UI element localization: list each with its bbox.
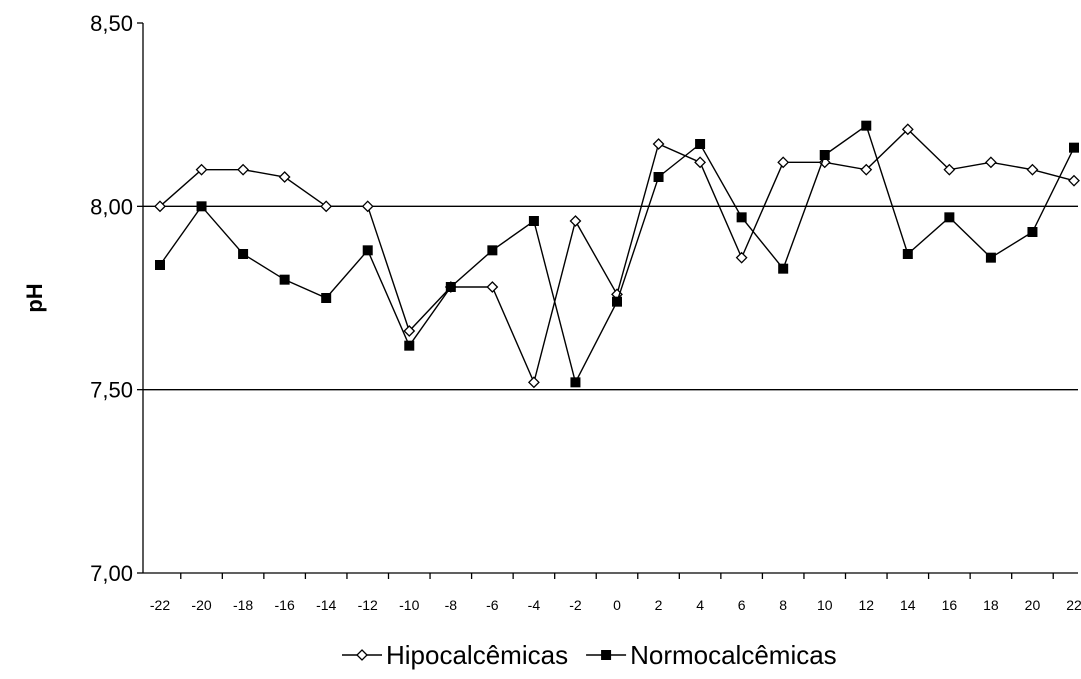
data-point xyxy=(777,156,790,169)
data-point xyxy=(736,212,747,223)
y-tick-label: 8,00 xyxy=(90,194,133,219)
legend-marker xyxy=(356,649,368,661)
data-point xyxy=(321,293,332,303)
data-point xyxy=(944,212,955,223)
data-point xyxy=(155,260,165,270)
data-point xyxy=(1068,174,1080,187)
series-1 xyxy=(155,120,1079,388)
x-tick-label: 4 xyxy=(696,597,704,613)
x-tick-label: -18 xyxy=(233,597,253,613)
data-point xyxy=(653,172,664,182)
data-point xyxy=(238,249,249,259)
y-tick-label: 7,00 xyxy=(90,561,133,586)
series-layer xyxy=(154,120,1080,389)
y-axis-title: pH xyxy=(22,283,47,312)
data-point xyxy=(195,163,208,176)
data-point xyxy=(1026,163,1039,176)
x-tick-label: 18 xyxy=(983,597,999,613)
series-line-1 xyxy=(159,124,1075,385)
data-point xyxy=(570,377,581,388)
data-point xyxy=(527,376,540,389)
data-point xyxy=(361,200,374,213)
axes xyxy=(142,23,1078,574)
x-tick-label: 8 xyxy=(779,597,787,613)
x-tick-label: -20 xyxy=(191,597,211,613)
x-tick-label: -10 xyxy=(399,597,419,613)
legend-marker xyxy=(601,650,612,660)
data-point xyxy=(528,216,539,226)
data-point xyxy=(278,171,291,183)
data-point xyxy=(652,138,665,150)
data-point xyxy=(486,281,499,293)
data-point xyxy=(943,163,956,176)
legend-label: Normocalcêmicas xyxy=(630,640,837,670)
series-line-0 xyxy=(159,128,1075,385)
data-point xyxy=(569,215,582,227)
x-tick-label: -12 xyxy=(358,597,378,613)
data-point xyxy=(860,163,873,176)
data-point xyxy=(196,201,207,212)
x-tick-label: 10 xyxy=(817,597,833,613)
y-axis-ticks: 7,00 7,50 8,00 8,50 xyxy=(90,11,143,586)
x-tick-label: -2 xyxy=(569,597,582,613)
data-point xyxy=(861,120,872,131)
x-tick-label: 12 xyxy=(858,597,874,613)
data-point xyxy=(279,274,290,285)
data-point xyxy=(403,325,416,337)
x-tick-label: -14 xyxy=(316,597,336,613)
data-point xyxy=(695,139,706,149)
x-tick-label: -8 xyxy=(445,597,458,613)
data-point xyxy=(445,282,456,292)
x-tick-label: 14 xyxy=(900,597,916,613)
x-axis-ticks: -22 -20 -18 -16 -14 -12 -10 -8 -6 -4 -2 0 2 4 6 8 10 12 14… xyxy=(150,573,1081,613)
data-point xyxy=(694,156,707,169)
x-tick-label: 22 xyxy=(1066,597,1081,613)
data-point xyxy=(154,200,166,213)
x-tick-label: -4 xyxy=(528,597,541,613)
x-tick-label: 16 xyxy=(942,597,958,613)
data-point xyxy=(320,200,333,213)
y-tick-label: 8,50 xyxy=(90,11,133,36)
x-tick-label: 20 xyxy=(1025,597,1041,613)
x-tick-label: 6 xyxy=(738,597,746,613)
data-point xyxy=(1027,227,1038,237)
data-point xyxy=(612,296,622,307)
data-point xyxy=(1069,142,1079,153)
data-point xyxy=(778,263,789,274)
legend-item-1: Normocalcêmicas xyxy=(586,640,837,670)
data-point xyxy=(985,252,996,263)
x-tick-label: -16 xyxy=(275,597,295,613)
legend-label: Hipocalcêmicas xyxy=(386,640,568,670)
gridlines xyxy=(143,205,1078,391)
x-tick-label: 2 xyxy=(655,597,663,613)
data-point xyxy=(984,156,997,169)
series-0 xyxy=(154,123,1080,389)
data-point xyxy=(901,123,914,136)
data-point xyxy=(902,249,913,259)
data-point xyxy=(404,340,415,351)
x-tick-label: -6 xyxy=(486,597,499,613)
legend: Hipocalcêmicas Normocalcêmicas xyxy=(342,640,837,670)
data-point xyxy=(487,245,498,256)
x-tick-label: 0 xyxy=(613,597,621,613)
legend-item-0: Hipocalcêmicas xyxy=(342,640,568,670)
y-tick-label: 7,50 xyxy=(90,378,133,403)
x-tick-label: -22 xyxy=(150,597,170,613)
data-point xyxy=(362,245,373,256)
data-point xyxy=(237,163,250,176)
data-point xyxy=(819,150,830,160)
data-point xyxy=(735,251,748,264)
